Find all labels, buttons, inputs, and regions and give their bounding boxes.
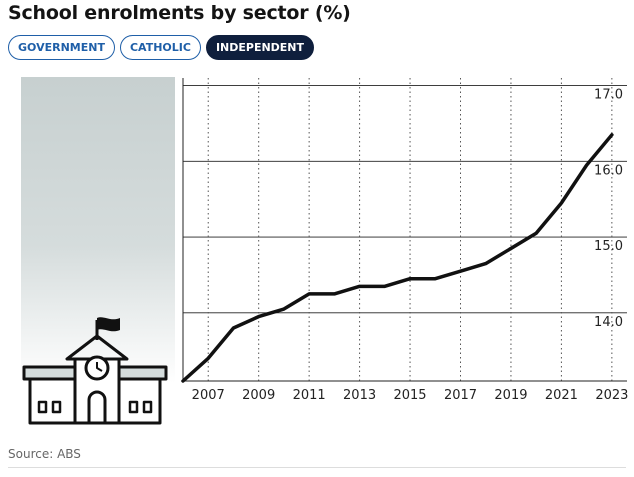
source-note: Source: ABS bbox=[8, 447, 81, 461]
data-point bbox=[408, 277, 412, 280]
data-point bbox=[509, 247, 513, 250]
data-point bbox=[383, 285, 387, 288]
data-point bbox=[534, 232, 538, 235]
footer-divider bbox=[8, 467, 626, 468]
data-point bbox=[333, 292, 336, 296]
school-building-icon bbox=[22, 317, 168, 425]
data-point bbox=[232, 326, 235, 330]
y-tick-label: 14.0 bbox=[594, 315, 623, 330]
data-point bbox=[257, 315, 260, 318]
sector-tabs: GOVERNMENT CATHOLIC INDEPENDENT bbox=[8, 35, 315, 60]
data-point bbox=[434, 277, 437, 280]
x-tick-label: 2013 bbox=[343, 388, 376, 403]
data-point bbox=[181, 379, 185, 383]
data-point bbox=[484, 262, 487, 265]
y-tick-label: 16.0 bbox=[594, 163, 623, 178]
tab-catholic[interactable]: CATHOLIC bbox=[119, 35, 201, 60]
x-tick-label: 2009 bbox=[242, 388, 275, 403]
series-line bbox=[181, 133, 614, 383]
data-point bbox=[585, 163, 588, 167]
x-tick-label: 2015 bbox=[393, 388, 426, 403]
data-point bbox=[610, 133, 614, 137]
x-tick-label: 2011 bbox=[293, 388, 326, 403]
data-point bbox=[560, 201, 563, 205]
data-point bbox=[207, 357, 210, 360]
chart-title: School enrolments by sector (%) bbox=[8, 2, 351, 24]
y-tick-label: 15.0 bbox=[594, 239, 623, 254]
x-tick-label: 2021 bbox=[545, 388, 578, 403]
x-tick-label: 2017 bbox=[444, 388, 477, 403]
line-chart: 14.0 15.0 16.0 17.0 2007 2009 2011 2013 2015 2017… bbox=[181, 78, 628, 403]
x-tick-label: 2023 bbox=[595, 388, 628, 403]
data-point bbox=[358, 285, 361, 288]
x-tick-label: 2007 bbox=[192, 388, 225, 403]
tab-independent[interactable]: INDEPENDENT bbox=[205, 35, 315, 60]
data-point bbox=[307, 292, 311, 296]
x-tick-label: 2019 bbox=[494, 388, 527, 403]
tab-government[interactable]: GOVERNMENT bbox=[8, 35, 115, 60]
data-point bbox=[282, 307, 286, 311]
data-point bbox=[459, 269, 462, 273]
y-tick-label: 17.0 bbox=[594, 88, 623, 103]
